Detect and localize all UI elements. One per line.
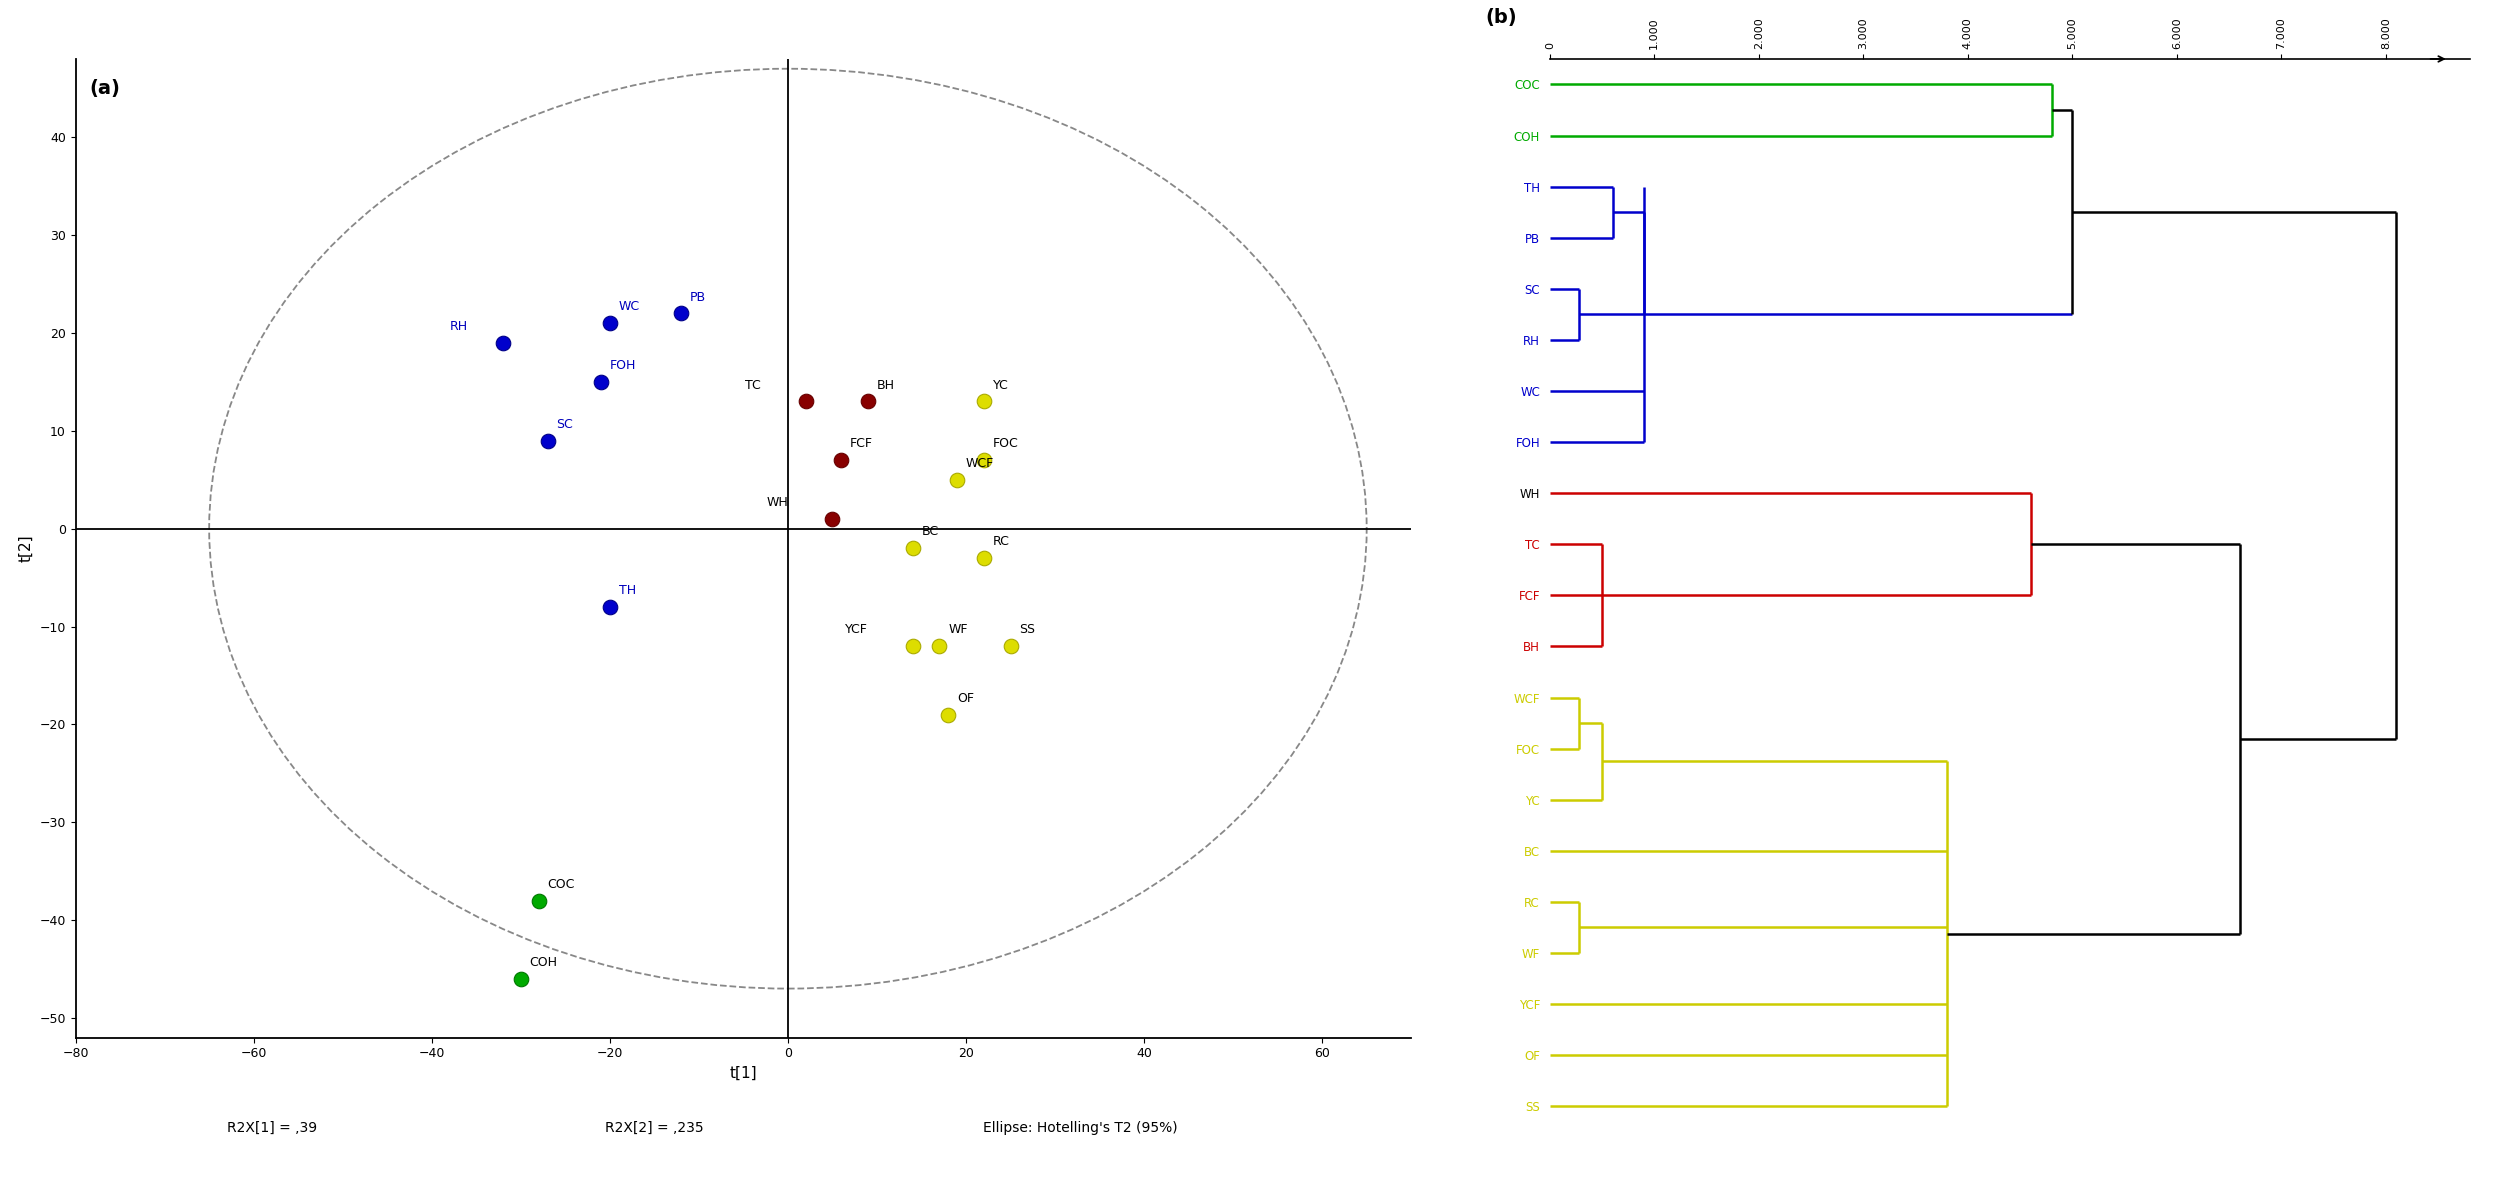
Point (847, 391, 887, 410)
Text: FOH: FOH (610, 360, 635, 373)
Text: WH: WH (766, 496, 789, 509)
Point (990, 637, 1031, 656)
Point (590, 314, 630, 332)
Text: SS: SS (1021, 624, 1036, 637)
Text: (b): (b) (1484, 8, 1517, 27)
Point (920, 637, 960, 656)
Point (963, 391, 1003, 410)
Text: R2X[2] = ,235: R2X[2] = ,235 (605, 1121, 703, 1135)
Point (786, 391, 827, 410)
Text: WC: WC (620, 301, 640, 314)
Text: YCF: YCF (844, 624, 867, 637)
Text: BC: BC (922, 526, 937, 539)
Text: BH: BH (877, 378, 895, 391)
Text: OF: OF (958, 692, 975, 705)
Point (822, 450, 862, 469)
Point (963, 450, 1003, 469)
Text: COC: COC (547, 877, 575, 891)
Text: SC: SC (557, 417, 572, 430)
Point (927, 705, 968, 724)
Text: FCF: FCF (849, 437, 874, 450)
Point (580, 373, 620, 391)
Text: PB: PB (690, 290, 706, 303)
X-axis label: t[1]: t[1] (731, 1066, 756, 1081)
Text: Ellipse: Hotelling's T2 (95%): Ellipse: Hotelling's T2 (95%) (983, 1121, 1177, 1135)
Point (811, 509, 852, 528)
Text: YC: YC (993, 378, 1008, 391)
Point (963, 548, 1003, 567)
Point (892, 539, 932, 558)
Text: WF: WF (948, 624, 968, 637)
Text: R2X[1] = ,39: R2X[1] = ,39 (227, 1121, 318, 1135)
Point (892, 637, 932, 656)
Point (519, 891, 559, 910)
Point (660, 304, 701, 323)
Point (527, 432, 567, 450)
Text: RH: RH (449, 320, 466, 332)
Text: TC: TC (746, 378, 761, 391)
Text: COH: COH (529, 956, 557, 969)
Text: FOC: FOC (993, 437, 1018, 450)
Point (484, 334, 524, 353)
Point (501, 969, 542, 988)
Text: (a): (a) (88, 79, 121, 98)
Point (590, 598, 630, 617)
Text: TH: TH (620, 584, 635, 597)
Text: WCF: WCF (965, 457, 995, 470)
Y-axis label: t[2]: t[2] (18, 534, 33, 562)
Point (937, 470, 978, 489)
Text: RC: RC (993, 535, 1011, 548)
